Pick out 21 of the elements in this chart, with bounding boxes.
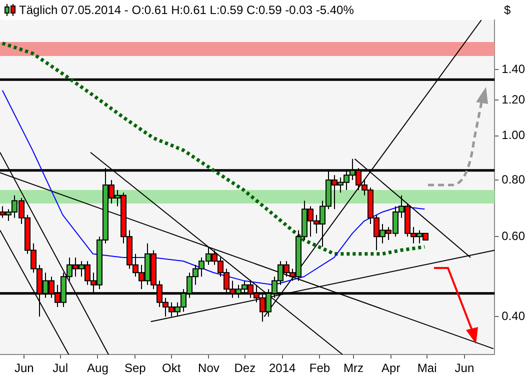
y-tick-label: 1.00 [502,128,526,142]
x-tick-label: Jul [52,361,68,376]
y-tick-label: 0.80 [502,172,526,186]
x-tick-label: Nov [198,361,220,376]
x-tick-label: Dez [234,361,256,376]
x-tick-label: Mai [417,361,437,376]
chart-title: Täglich 07.05.2014 - O:0.61 H:0.61 L:0.59 C:0.59 -0.03 -5.40% [19,3,354,17]
x-tick-label: Apr [382,361,400,376]
x-tick-label: Mrz [343,361,364,376]
y-tick-label: 0.60 [502,229,526,243]
y-tick-label: 1.40 [502,62,526,76]
x-tick-label: Okt [162,361,182,376]
y-axis-title: $ [504,3,511,17]
x-tick-label: Feb [309,361,330,376]
x-tick-label: Jun [454,361,474,376]
x-tick-label: 2014 [268,361,296,376]
x-tick-label: Aug [87,361,108,376]
x-tick-label: Jun [14,361,34,376]
y-tick-label: 0.40 [502,308,526,323]
x-tick-label: Sep [124,361,146,376]
y-tick-label: 1.20 [502,92,526,106]
